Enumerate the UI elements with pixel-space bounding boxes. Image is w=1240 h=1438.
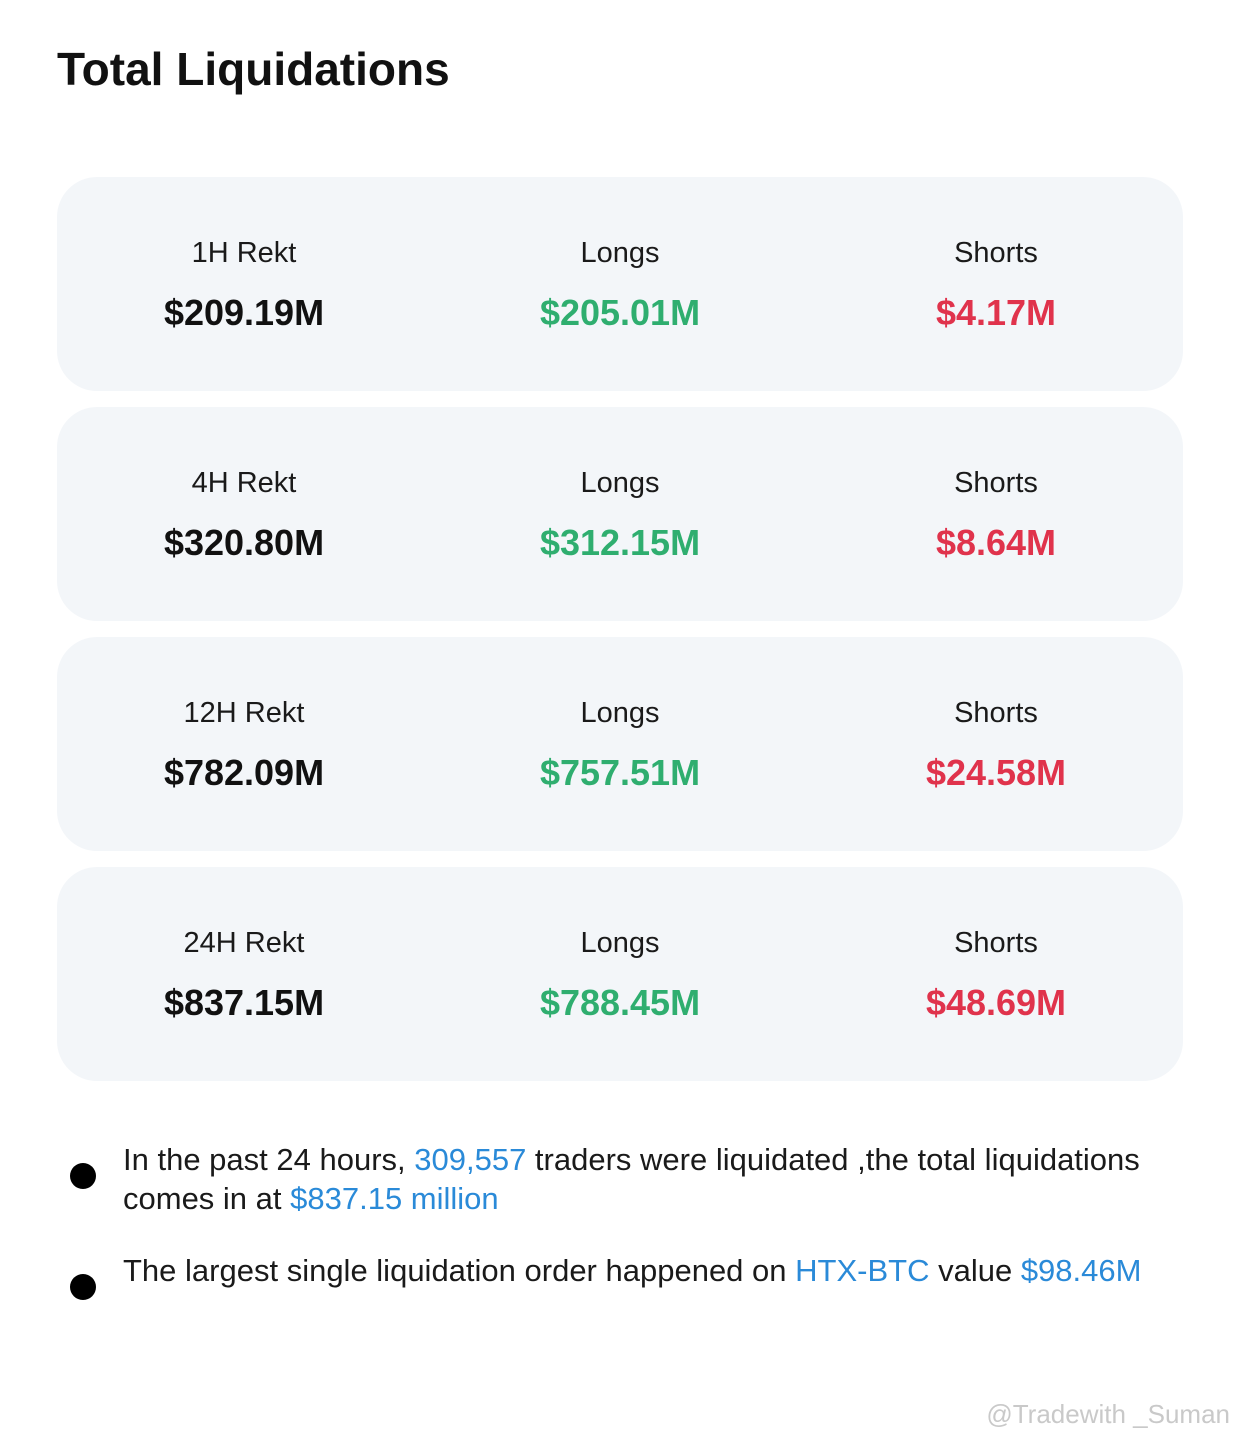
stat-label: Longs [580,697,660,729]
stat-label: Shorts [954,467,1038,499]
text: value [929,1253,1021,1288]
stat-value: $782.09M [163,752,325,793]
stat-value: $312.15M [539,522,701,563]
note-text: The largest single liquidation order hap… [123,1251,1223,1290]
stat-value: $4.17M [935,292,1057,333]
text: In the past 24 hours, [123,1142,415,1177]
stat-label: Longs [580,467,660,499]
text: traders were liquidated ,the total liqui… [123,1142,1149,1216]
stat-value: $48.69M [925,982,1067,1023]
stat-card: 4H Rekt $320.80M Longs $312.15M Shorts $8.64M [57,407,1183,621]
stat-value: $320.80M [163,522,325,563]
stat-label: 4H Rekt [191,467,297,499]
highlight: 309,557 [414,1142,527,1177]
stat-card: 1H Rekt $209.19M Longs $205.01M Shorts $4.17M [57,177,1183,391]
stat-value: $205.01M [539,292,701,333]
stat-value: $209.19M [163,292,325,333]
stat-card: 12H Rekt $782.09M Longs $757.51M Shorts $24.5… [57,637,1183,851]
stat-label: Longs [580,927,660,959]
stat-label: Shorts [954,697,1038,729]
stat-card: 24H Rekt $837.15M Longs $788.45M Shorts $48.6… [57,867,1183,1081]
highlight: $837.15 million [290,1181,499,1216]
stat-label: Longs [580,237,660,269]
bullet [70,1163,96,1189]
note-text: In the past 24 hours, 309,557 traders we… [123,1140,1223,1218]
stat-value: $24.58M [925,752,1067,793]
highlight: $98.46M [1020,1253,1142,1288]
watermark: @Tradewith _Suman [986,1399,1230,1429]
stat-value: $8.64M [935,522,1057,563]
stat-value: $837.15M [163,982,325,1023]
bullet [70,1274,96,1300]
stat-label: 24H Rekt [183,927,305,959]
text: The largest single liquidation order hap… [123,1253,796,1288]
stat-label: Shorts [954,927,1038,959]
stat-label: 12H Rekt [183,697,305,729]
stat-label: 1H Rekt [191,237,297,269]
page-title: Total Liquidations [57,43,450,95]
highlight: HTX-BTC [795,1253,930,1288]
stat-value: $757.51M [539,752,701,793]
stat-value: $788.45M [539,982,701,1023]
stat-label: Shorts [954,237,1038,269]
